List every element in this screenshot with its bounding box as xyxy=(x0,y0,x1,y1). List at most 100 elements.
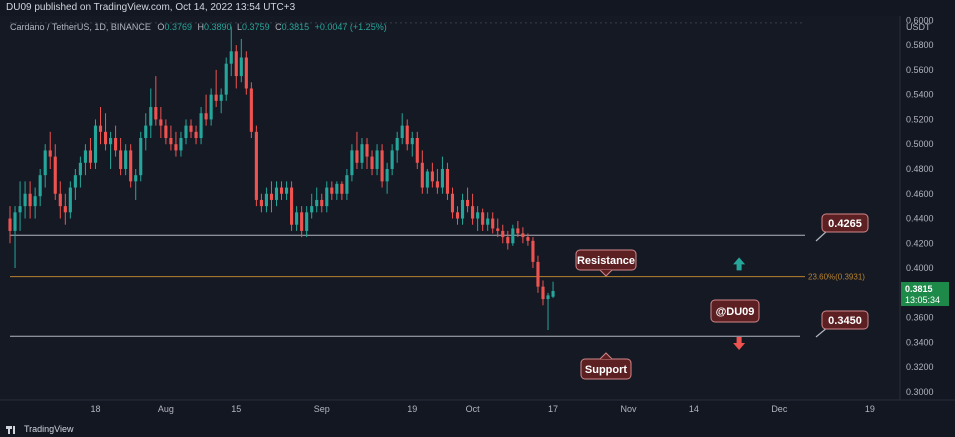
candle xyxy=(199,107,203,145)
candle-body xyxy=(209,94,213,120)
candle xyxy=(365,138,369,169)
candle-body xyxy=(38,175,42,197)
x-tick-label: 19 xyxy=(865,404,875,414)
candle-body xyxy=(164,125,168,139)
candle xyxy=(526,233,530,246)
candle xyxy=(219,88,223,114)
candle xyxy=(435,168,439,194)
high-label: H xyxy=(197,22,204,32)
candle xyxy=(38,168,42,207)
change-value: +0.0047 (+1.25%) xyxy=(314,22,387,32)
candle-body xyxy=(114,138,118,151)
watermark-label: @DU09 xyxy=(710,299,760,323)
symbol-label: Cardano / TetherUS, 1D, BINANCE xyxy=(10,22,151,32)
candle xyxy=(159,107,163,139)
candle-body xyxy=(410,138,414,145)
candle-body xyxy=(93,125,98,163)
x-tick-label: 19 xyxy=(407,404,417,414)
candle xyxy=(430,162,434,188)
candle-body xyxy=(103,131,108,145)
candle-body xyxy=(481,212,485,225)
candle xyxy=(516,221,520,238)
candle xyxy=(264,187,268,213)
candle xyxy=(425,168,429,194)
candle xyxy=(290,181,294,231)
y-tick-label: 0.5000 xyxy=(906,139,934,149)
candle xyxy=(139,131,143,182)
candle xyxy=(455,206,460,225)
candle-body xyxy=(199,113,203,139)
price-axis-panel xyxy=(900,16,955,400)
candle-body xyxy=(154,107,158,120)
candle-body xyxy=(395,138,399,151)
resistance-price-label-box xyxy=(821,213,869,233)
candle-body xyxy=(460,199,465,219)
support-price-label-text: 0.3450 xyxy=(828,315,862,327)
candle xyxy=(214,69,218,108)
y-tick-label: 0.4800 xyxy=(906,164,934,174)
candle xyxy=(229,26,233,77)
x-tick-label: 17 xyxy=(548,404,558,414)
candle-body xyxy=(144,125,148,139)
fib-label: 23.60%(0.3931) xyxy=(808,273,865,282)
resistance-price-label: 0.4265 xyxy=(821,213,869,233)
candle-body xyxy=(194,131,198,139)
candle-body xyxy=(455,212,460,219)
candle-body xyxy=(466,199,470,207)
candle-body xyxy=(159,119,163,126)
candle-body xyxy=(370,156,374,169)
candle-body xyxy=(244,57,248,89)
candle xyxy=(53,144,57,200)
candle xyxy=(350,144,354,182)
candle xyxy=(305,206,309,238)
candle-body xyxy=(249,88,253,132)
candle-body xyxy=(234,51,238,77)
candle xyxy=(184,119,188,145)
candle xyxy=(445,162,450,200)
candle-body xyxy=(471,206,475,219)
candle xyxy=(13,206,17,269)
candle-body xyxy=(315,199,319,207)
candle-body xyxy=(320,199,324,207)
arrow-shape xyxy=(733,337,746,351)
candle-body xyxy=(290,187,294,225)
candle-body xyxy=(219,94,223,101)
candle xyxy=(68,181,72,219)
current-price-countdown: 13:05:34 xyxy=(905,295,940,305)
candle-body xyxy=(279,187,284,194)
candle-body xyxy=(139,138,143,176)
candle xyxy=(410,131,414,157)
current-price-value: 0.3815 xyxy=(905,284,933,294)
candle xyxy=(551,281,555,298)
candle-body xyxy=(380,150,384,182)
candle-body xyxy=(521,233,525,238)
candle xyxy=(169,125,173,151)
candle xyxy=(189,119,193,139)
publish-info-bar: DU09 published on TradingView.com, Oct 1… xyxy=(0,0,955,16)
candle-body xyxy=(440,168,444,188)
candle xyxy=(340,181,344,200)
candle-body xyxy=(109,138,113,145)
candle xyxy=(224,57,228,101)
x-tick-label: Sep xyxy=(314,404,330,414)
tradingview-logo-icon xyxy=(6,425,20,434)
candle xyxy=(506,230,510,250)
candle xyxy=(63,193,67,225)
candle xyxy=(33,187,37,219)
candle xyxy=(244,51,248,95)
candle xyxy=(450,187,455,219)
x-tick-label: 14 xyxy=(689,404,699,414)
candle-body xyxy=(516,228,520,234)
resistance-callout: Resistance xyxy=(575,249,637,277)
candle-body xyxy=(491,218,495,229)
resistance-price-label-text: 0.4265 xyxy=(828,218,862,230)
candle-body xyxy=(149,107,153,126)
candle xyxy=(209,88,213,126)
candle xyxy=(129,144,133,188)
candle xyxy=(466,187,470,213)
candle xyxy=(274,181,279,207)
candle-body xyxy=(375,150,379,169)
ohlc-legend: Cardano / TetherUS, 1D, BINANCE O0.3769 … xyxy=(10,22,390,32)
